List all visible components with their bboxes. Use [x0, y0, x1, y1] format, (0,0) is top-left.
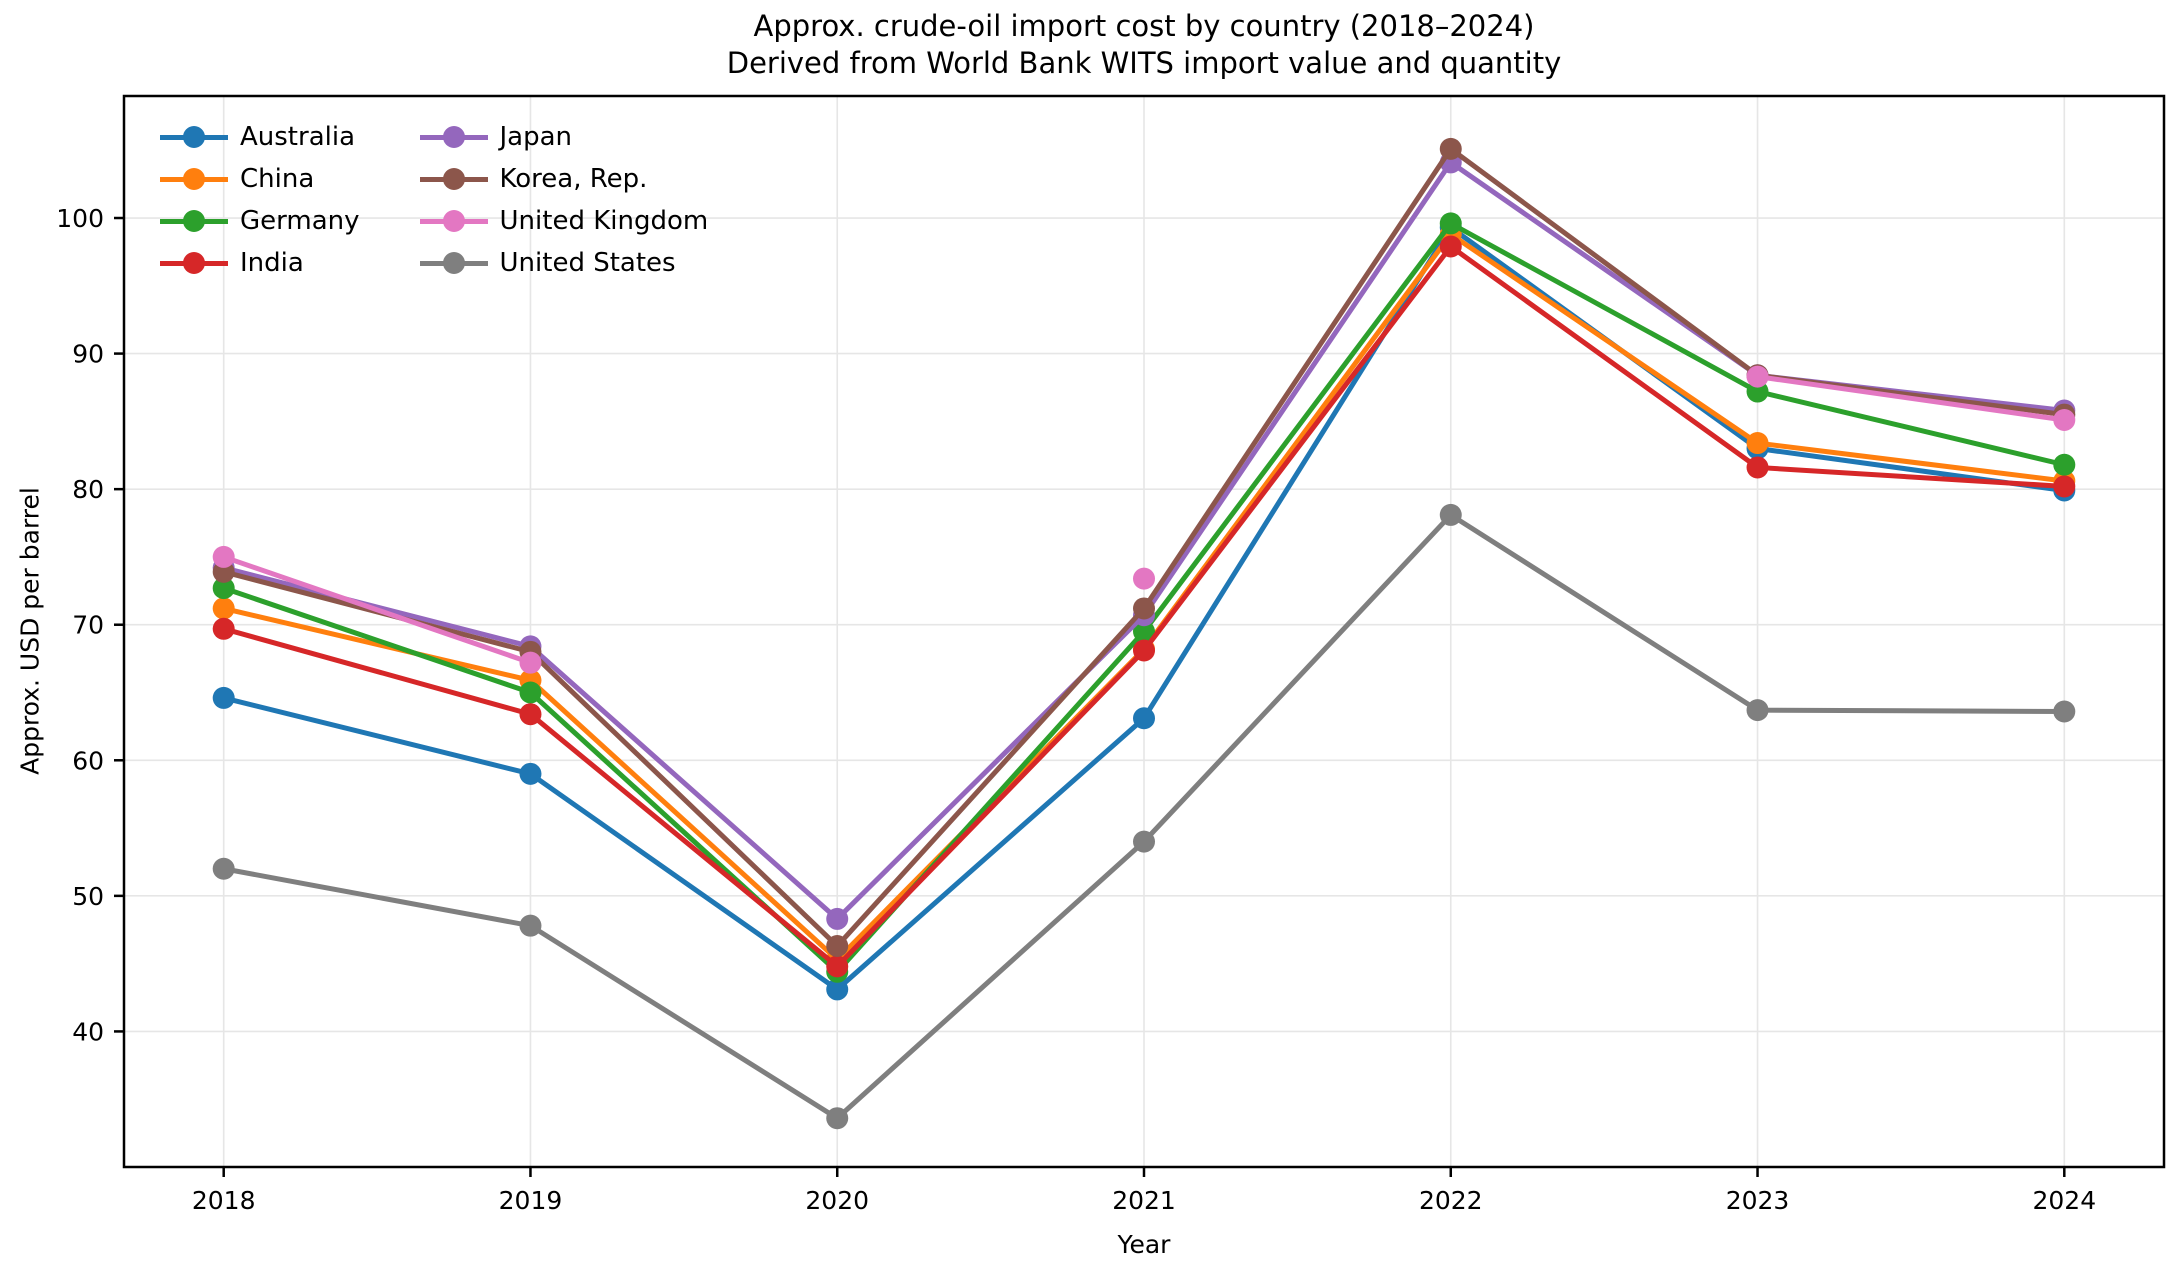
data-point-china-2023 [1746, 432, 1769, 455]
x-tick-label: 2019 [499, 1186, 563, 1215]
legend-marker-icon [160, 210, 228, 232]
y-tick-label: 60 [72, 746, 104, 775]
legend-item-united-states: United States [419, 242, 709, 284]
data-point-japan-2020 [826, 907, 849, 930]
legend-item-australia: Australia [160, 116, 360, 158]
data-point-united-states-2018 [212, 857, 235, 880]
y-tick-label: 70 [72, 611, 104, 640]
data-point-korea-rep-2020 [826, 935, 849, 958]
y-tick-label: 100 [56, 204, 104, 233]
data-point-united-kingdom-2024 [2053, 409, 2076, 432]
legend-item-china: China [160, 158, 360, 200]
data-point-united-states-2023 [1746, 699, 1769, 722]
legend-item-india: India [160, 242, 360, 284]
data-point-india-2021 [1133, 639, 1155, 662]
y-tick-label: 50 [72, 882, 104, 911]
legend-label: India [240, 248, 304, 278]
data-point-united-states-2021 [1133, 830, 1155, 853]
legend-label: Germany [240, 206, 360, 236]
data-point-india-2024 [2053, 475, 2076, 498]
data-point-united-kingdom-2021 [1133, 567, 1155, 590]
series-line-united-kingdom [221, 554, 533, 666]
legend-item-japan: Japan [419, 116, 709, 158]
legend-item-germany: Germany [160, 200, 360, 242]
data-point-india-2020 [826, 955, 849, 978]
data-point-australia-2021 [1133, 707, 1155, 730]
data-point-germany-2021 [1133, 620, 1155, 643]
title-block: Approx. crude-oil import cost by country… [124, 8, 2164, 82]
x-tick-label: 2018 [192, 1186, 256, 1215]
series-line-united-kingdom [1755, 374, 2067, 423]
x-axis-label: Year [1117, 1230, 1171, 1259]
data-point-germany-2019 [519, 681, 542, 704]
data-point-united-states-2019 [519, 914, 542, 937]
legend-marker-icon [160, 126, 228, 148]
data-point-united-states-2022 [1439, 503, 1462, 526]
legend: Australia China Germany India Japan Korea, Re… [160, 116, 708, 284]
data-point-australia-2019 [519, 762, 542, 785]
data-point-australia-2020 [826, 978, 849, 1001]
data-point-korea-rep-2022 [1439, 137, 1462, 160]
data-point-india-2022 [1439, 235, 1462, 258]
data-point-india-2018 [212, 617, 235, 640]
x-tick-label: 2023 [1726, 1186, 1790, 1215]
x-tick-label: 2024 [2032, 1186, 2096, 1215]
chart-subtitle: Derived from World Bank WITS import valu… [726, 46, 1562, 80]
data-point-germany-2024 [2053, 453, 2076, 476]
legend-item-korea-rep: Korea, Rep. [419, 158, 709, 200]
data-point-india-2019 [519, 703, 542, 726]
legend-label: Japan [499, 122, 573, 152]
data-point-australia-2018 [212, 686, 235, 709]
legend-marker-icon [419, 126, 488, 148]
x-tick-label: 2020 [805, 1186, 869, 1215]
legend-label: United States [499, 248, 676, 278]
legend-label: Korea, Rep. [499, 164, 648, 194]
y-tick-label: 80 [72, 475, 104, 504]
y-axis-label: Approx. USD per barrel [15, 487, 45, 775]
legend-marker-icon [160, 168, 228, 190]
data-point-korea-rep-2021 [1133, 597, 1155, 620]
chart-title: Approx. crude-oil import cost by country… [753, 9, 1535, 43]
legend-marker-icon [419, 210, 488, 232]
data-point-united-states-2024 [2053, 700, 2076, 723]
legend-label: China [240, 164, 315, 194]
legend-marker-icon [160, 252, 228, 274]
legend-item-united-kingdom: United Kingdom [419, 200, 709, 242]
x-tick-label: 2021 [1112, 1186, 1176, 1215]
legend-marker-icon [419, 252, 488, 274]
y-tick-label: 90 [72, 340, 104, 369]
legend-marker-icon [419, 168, 488, 190]
data-point-united-kingdom-2018 [212, 545, 235, 568]
data-point-united-kingdom-2023 [1746, 365, 1769, 388]
legend-label: Australia [240, 122, 356, 152]
data-point-china-2018 [212, 597, 235, 620]
data-point-united-states-2020 [826, 1107, 849, 1130]
data-point-germany-2022 [1439, 212, 1462, 235]
y-tick-label: 40 [72, 1017, 104, 1046]
data-point-india-2023 [1746, 456, 1769, 479]
legend-label: United Kingdom [499, 206, 709, 236]
data-point-united-kingdom-2019 [519, 651, 542, 674]
data-point-germany-2018 [212, 577, 235, 600]
x-tick-label: 2022 [1419, 1186, 1483, 1215]
